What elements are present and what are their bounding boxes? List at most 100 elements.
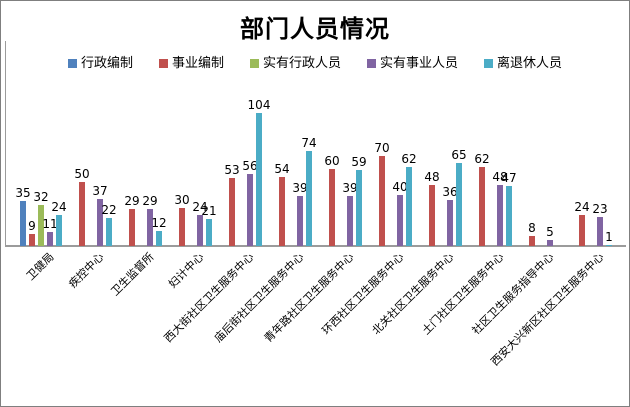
x-axis-line [5, 245, 626, 247]
bar-离退休人员-2[interactable]: 12 [151, 216, 167, 246]
bar-实有事业人员-11[interactable]: 23 [592, 202, 608, 246]
x-axis-label-4: 西大街社区卫生服务中心 [161, 250, 257, 346]
legend-item-4[interactable]: 离退休人员 [484, 57, 562, 70]
bar-group-0: 35 9 32 11 24 [15, 86, 67, 246]
bar-value-label: 62 [474, 151, 490, 166]
legend-swatch-icon [158, 59, 168, 68]
bar-事业编制-8[interactable]: 48 [424, 170, 440, 246]
x-axis-label-6: 青年路社区卫生服务中心 [261, 250, 357, 346]
bar-事业编制-10[interactable]: 8 [528, 221, 536, 246]
legend-swatch-icon [484, 59, 494, 68]
bar-实有事业人员-0[interactable]: 11 [42, 217, 58, 246]
bar-离退休人员-11[interactable]: 1 [605, 230, 613, 246]
bar-group-1: 50 37 22 [66, 86, 117, 246]
bar-value-label: 29 [142, 193, 158, 208]
bar-实有事业人员-10[interactable]: 5 [546, 225, 554, 246]
bar-value-label: 39 [292, 180, 308, 195]
bar-事业编制-2[interactable]: 29 [124, 194, 140, 246]
legend: 行政编制 事业编制 实有行政人员 实有事业人员 离退休人员 [1, 57, 629, 70]
bar-事业编制-7[interactable]: 70 [374, 141, 390, 246]
bar-事业编制-11[interactable]: 24 [574, 200, 590, 246]
bar-value-label: 1 [605, 229, 613, 244]
legend-label: 离退休人员 [497, 56, 563, 71]
legend-label: 实有行政人员 [262, 56, 341, 71]
legend-label: 事业编制 [171, 56, 224, 71]
bar-value-label: 22 [101, 202, 117, 217]
legend-label: 行政编制 [80, 56, 133, 71]
bar-实有事业人员-9[interactable]: 48 [492, 170, 508, 246]
bar-实有事业人员-2[interactable]: 29 [142, 194, 158, 246]
bar-实有事业人员-4[interactable]: 56 [242, 159, 258, 246]
bar-实有事业人员-7[interactable]: 40 [392, 180, 408, 246]
bar-value-label: 54 [274, 161, 290, 176]
bar-离退休人员-8[interactable]: 65 [451, 148, 467, 246]
bar-事业编制-6[interactable]: 60 [324, 154, 340, 246]
legend-item-2[interactable]: 实有行政人员 [249, 56, 341, 71]
bar-group-2: 29 29 12 [116, 86, 167, 246]
bar-事业编制-3[interactable]: 30 [174, 193, 190, 246]
bar-事业编制-1[interactable]: 50 [74, 167, 90, 246]
bar-实有事业人员-6[interactable]: 39 [342, 181, 358, 246]
bar-value-label: 56 [242, 158, 258, 173]
x-axis-label-0: 卫健局 [23, 250, 57, 283]
bar-行政编制-0[interactable]: 35 [15, 186, 31, 246]
bar-group-7: 70 40 62 [366, 86, 417, 246]
chart-title: 部门人员情况 [240, 15, 390, 43]
bar-value-label: 39 [342, 180, 358, 195]
bar-实有事业人员-3[interactable]: 24 [192, 200, 208, 246]
bar-离退休人员-5[interactable]: 74 [301, 136, 317, 246]
bar-value-label: 50 [74, 166, 90, 181]
bar-value-label: 60 [324, 153, 340, 168]
bar-group-3: 30 24 21 [166, 86, 217, 246]
bar-value-label: 11 [42, 216, 58, 231]
bar-value-label: 74 [301, 135, 317, 150]
bar-事业编制-4[interactable]: 53 [224, 163, 240, 246]
bar-group-8: 48 36 65 [416, 86, 467, 246]
bar-实有事业人员-5[interactable]: 39 [292, 181, 308, 246]
legend-swatch-icon [67, 59, 77, 68]
bar-事业编制-9[interactable]: 62 [474, 152, 490, 246]
legend-swatch-icon [249, 59, 259, 68]
bar-离退休人员-6[interactable]: 59 [351, 155, 367, 246]
x-axis-label-1: 疾控中心 [66, 250, 107, 291]
bar-group-5: 54 39 74 [266, 86, 317, 246]
bar-实有事业人员-1[interactable]: 37 [92, 184, 108, 246]
bar-离退休人员-1[interactable]: 22 [101, 203, 117, 246]
bar-离退休人员-4[interactable]: 104 [248, 98, 270, 246]
bar-实有事业人员-8[interactable]: 36 [442, 185, 458, 246]
bar-离退休人员-0[interactable]: 24 [51, 200, 67, 246]
legend-item-0[interactable]: 行政编制 [67, 56, 133, 71]
bar-value-label: 48 [424, 169, 440, 184]
bar-离退休人员-9[interactable]: 47 [501, 171, 517, 246]
bar-事业编制-5[interactable]: 54 [274, 162, 290, 246]
x-axis-label-2: 卫生监督所 [108, 250, 157, 299]
bar-value-label: 40 [392, 179, 408, 194]
bar-value-label: 35 [15, 185, 31, 200]
x-axis-label-3: 妇计中心 [166, 250, 207, 291]
bar-value-label: 37 [92, 183, 108, 198]
bar-实有行政人员-0[interactable]: 32 [33, 190, 49, 246]
plot-area: 35 9 32 11 24 50 37 22 29 29 12 30 24 21 53 56 104 54 39 74… [15, 86, 616, 246]
bar-group-6: 60 39 59 [316, 86, 367, 246]
legend-item-1[interactable]: 事业编制 [158, 56, 224, 71]
bar-value-label: 59 [351, 154, 367, 169]
bar-value-label: 24 [192, 199, 208, 214]
bar-value-label: 47 [501, 170, 517, 185]
bar-value-label: 48 [492, 169, 508, 184]
bar-value-label: 24 [574, 199, 590, 214]
x-axis-label-5: 庙后街社区卫生服务中心 [211, 250, 307, 346]
bar-value-label: 29 [124, 193, 140, 208]
bar-value-label: 23 [592, 201, 608, 216]
bar-value-label: 9 [28, 218, 36, 233]
bar-离退休人员-3[interactable]: 21 [201, 204, 217, 246]
bar-group-4: 53 56 104 [216, 86, 270, 246]
bar-value-label: 12 [151, 215, 167, 230]
bar-离退休人员-7[interactable]: 62 [401, 152, 417, 246]
bar-事业编制-0[interactable]: 9 [28, 219, 36, 246]
legend-item-3[interactable]: 实有事业人员 [367, 57, 458, 70]
bar-value-label: 8 [528, 220, 536, 235]
legend-label: 实有事业人员 [380, 56, 459, 71]
bar-value-label: 30 [174, 192, 190, 207]
bar-value-label: 53 [224, 162, 240, 177]
